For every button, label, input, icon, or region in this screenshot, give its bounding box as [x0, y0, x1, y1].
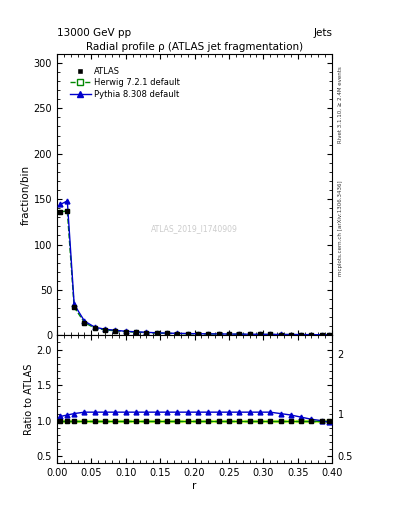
Y-axis label: fraction/bin: fraction/bin [21, 164, 31, 225]
Text: 13000 GeV pp: 13000 GeV pp [57, 28, 131, 38]
Text: Jets: Jets [313, 28, 332, 38]
Title: Radial profile ρ (ATLAS jet fragmentation): Radial profile ρ (ATLAS jet fragmentatio… [86, 41, 303, 52]
Text: 0.5: 0.5 [338, 452, 353, 462]
Y-axis label: Ratio to ATLAS: Ratio to ATLAS [24, 364, 34, 435]
Text: Rivet 3.1.10, ≥ 2.4M events: Rivet 3.1.10, ≥ 2.4M events [338, 66, 343, 143]
Text: 2: 2 [338, 350, 344, 359]
Text: mcplots.cern.ch [arXiv:1306.3436]: mcplots.cern.ch [arXiv:1306.3436] [338, 181, 343, 276]
Text: ATLAS_2019_I1740909: ATLAS_2019_I1740909 [151, 224, 238, 233]
X-axis label: r: r [192, 481, 197, 491]
Legend: ATLAS, Herwig 7.2.1 default, Pythia 8.308 default: ATLAS, Herwig 7.2.1 default, Pythia 8.30… [67, 63, 184, 102]
Text: 1: 1 [338, 410, 344, 420]
